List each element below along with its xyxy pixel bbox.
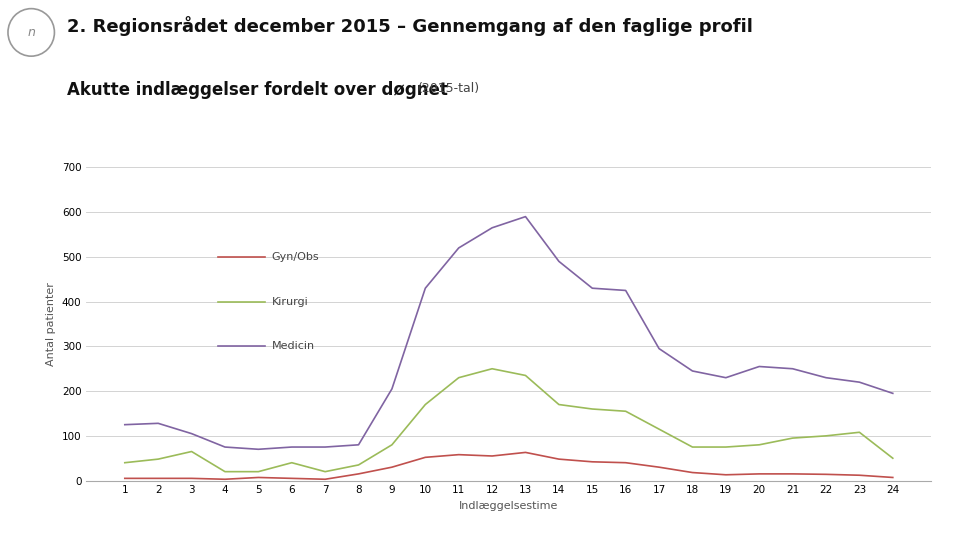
Text: (2015-tal): (2015-tal) bbox=[418, 82, 480, 95]
X-axis label: Indlæggelsestime: Indlæggelsestime bbox=[459, 501, 559, 511]
Text: 2. Regionsrådet december 2015 – Gennemgang af den faglige profil: 2. Regionsrådet december 2015 – Gennemga… bbox=[67, 16, 753, 36]
Text: Medicin: Medicin bbox=[272, 341, 315, 352]
Text: Kirurgi: Kirurgi bbox=[272, 296, 308, 307]
Text: n: n bbox=[27, 26, 36, 39]
Text: Gyn/Obs: Gyn/Obs bbox=[272, 252, 320, 262]
Y-axis label: Antal patienter: Antal patienter bbox=[46, 282, 57, 366]
Text: Akutte indlæggelser fordelt over døgnet: Akutte indlæggelser fordelt over døgnet bbox=[67, 81, 448, 99]
